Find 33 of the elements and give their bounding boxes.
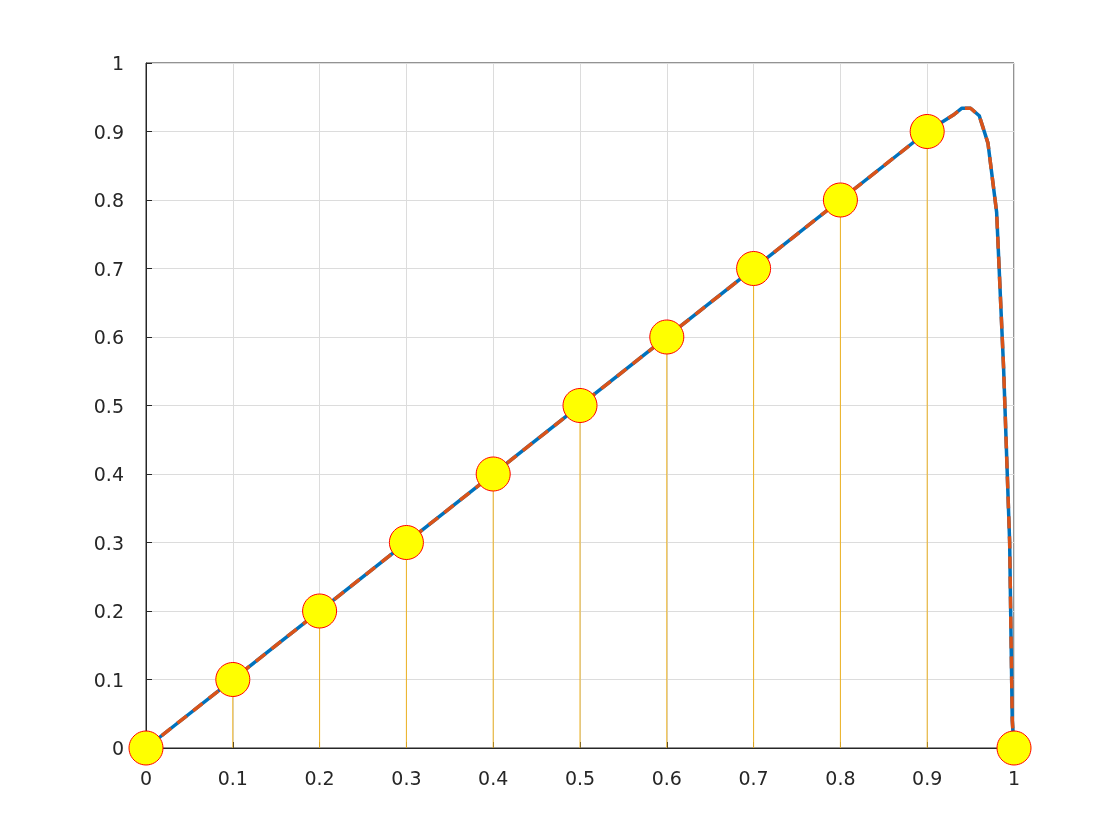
y-tick-label: 0.2 — [93, 600, 124, 622]
point — [388, 525, 424, 560]
point — [562, 388, 598, 423]
point — [302, 593, 338, 629]
point — [215, 662, 251, 697]
y-tick-label: 0.4 — [93, 463, 124, 485]
y-tick-label: 0 — [111, 737, 124, 759]
point — [736, 251, 772, 286]
x-tick-label: 0 — [139, 766, 153, 789]
y-tick-label: 0.5 — [93, 394, 124, 417]
x-tick-label: 0.8 — [825, 766, 856, 789]
y-tick-label: 0.1 — [93, 668, 124, 691]
x-tick-label: 0.3 — [391, 766, 422, 789]
y-tick-label: 0.3 — [93, 531, 124, 554]
point — [649, 319, 685, 355]
x-tick-label: 0.6 — [651, 766, 682, 789]
point — [475, 456, 511, 492]
x-tick-label: 0.1 — [217, 766, 248, 789]
y-tick-label: 0.7 — [93, 257, 124, 280]
x-tick-label: 0.9 — [912, 766, 943, 789]
x-tick-label: 0.2 — [304, 766, 335, 789]
x-tick-label: 0.7 — [738, 766, 769, 789]
x-tick-label: 0.4 — [478, 766, 509, 789]
y-tick-label: 0.9 — [93, 120, 124, 143]
point — [128, 730, 164, 766]
point — [822, 182, 858, 218]
point — [996, 730, 1032, 766]
x-tick-label: 1 — [1007, 766, 1021, 789]
y-tick-label: 1 — [111, 52, 124, 74]
y-tick-label: 0.8 — [93, 189, 124, 211]
x-tick-label: 0.5 — [564, 766, 596, 789]
point — [909, 114, 945, 149]
y-tick-label: 0.6 — [93, 326, 124, 348]
